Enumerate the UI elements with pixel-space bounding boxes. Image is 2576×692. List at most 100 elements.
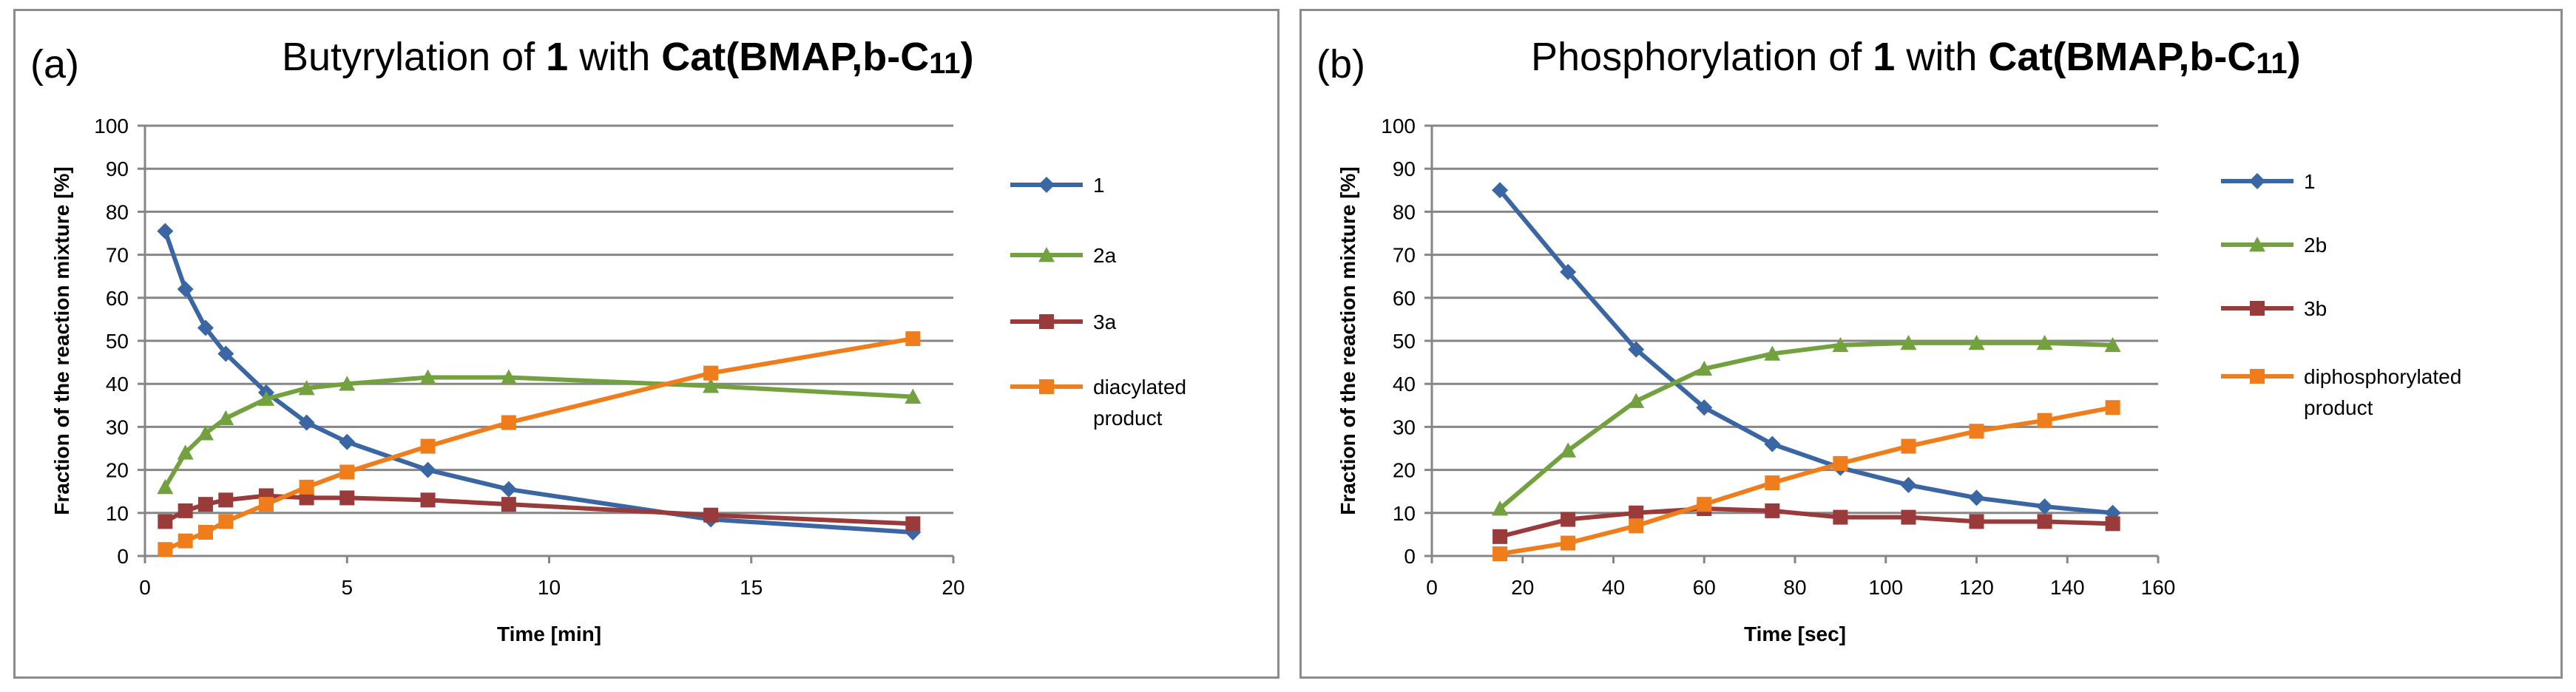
data-point [158, 542, 173, 557]
title-mid: with [1895, 35, 1988, 79]
x-tick-label: 60 [1693, 576, 1716, 599]
legend-entry: 2b [2221, 234, 2327, 257]
legend-label: product [1093, 407, 1163, 430]
y-axis-label: Fraction of the reaction mixture [%] [1336, 166, 1359, 515]
data-point [1764, 345, 1781, 361]
data-point [1969, 514, 1984, 529]
title-suffix: ) [961, 35, 974, 79]
x-tick-label: 160 [2141, 576, 2176, 599]
data-point [218, 492, 234, 508]
legend-marker [2250, 301, 2265, 316]
data-point [1833, 509, 1848, 525]
y-tick-label: 30 [1393, 415, 1416, 438]
y-tick-label: 0 [117, 545, 129, 568]
x-tick-label: 140 [2050, 576, 2085, 599]
data-point [1561, 512, 1576, 527]
x-tick-label: 20 [942, 576, 964, 599]
data-point [1900, 334, 1917, 350]
y-tick-label: 50 [1393, 330, 1416, 353]
y-tick-label: 50 [106, 330, 129, 353]
legend-entry: 1 [1010, 174, 1105, 197]
data-point [905, 516, 921, 532]
data-point [1900, 476, 1917, 493]
y-tick-label: 100 [94, 115, 129, 138]
panel-tag: (a) [30, 42, 79, 86]
data-point [420, 438, 436, 454]
legend-label: diphosphorylated [2304, 365, 2461, 388]
data-point [177, 444, 194, 460]
data-point [339, 490, 355, 506]
data-point [197, 524, 213, 540]
x-tick-label: 20 [1511, 576, 1534, 599]
legend-label: 3b [2304, 297, 2327, 320]
data-point [177, 281, 194, 298]
data-point [157, 223, 174, 240]
legend-marker [2249, 237, 2265, 252]
x-tick-label: 120 [1959, 576, 1994, 599]
y-tick-label: 70 [106, 244, 129, 267]
title-mid: with [568, 35, 661, 79]
y-tick-label: 70 [1393, 244, 1416, 267]
title-subscript: 11 [929, 47, 960, 80]
data-point [2036, 498, 2053, 515]
y-axis-label: Fraction of the reaction mixture [%] [50, 166, 73, 515]
legend-marker [2250, 369, 2265, 384]
title-compound: 1 [546, 35, 568, 79]
y-tick-label: 40 [106, 373, 129, 396]
title-prefix: Butyrylation of [282, 35, 546, 79]
data-point [1696, 399, 1713, 416]
data-point [178, 503, 193, 518]
series-1 [1492, 334, 2121, 516]
data-point [501, 415, 516, 430]
y-tick-label: 20 [106, 459, 129, 482]
data-point [1968, 489, 1985, 506]
data-point [2104, 336, 2121, 353]
chart-title: Butyrylation of 1 with Cat(BMAP,b-C11) [282, 35, 974, 80]
chart-panel-a: (a) Butyrylation of 1 with Cat(BMAP,b-C11… [13, 9, 1279, 679]
data-point [2105, 400, 2120, 415]
legend-marker [1038, 247, 1055, 262]
x-tick-label: 0 [1426, 576, 1438, 599]
data-point [217, 410, 234, 426]
data-point [298, 380, 315, 396]
chart-b-svg: (b) Phosphorylation of 1 with Cat(BMAP,b-… [1316, 35, 2461, 645]
data-point [1832, 336, 1849, 353]
data-point [197, 319, 214, 336]
data-point [703, 365, 719, 381]
data-point [157, 478, 174, 495]
x-tick-label: 10 [538, 576, 561, 599]
data-point [1560, 442, 1577, 458]
legend-label: 2a [1093, 244, 1117, 267]
legend-label: 1 [1093, 174, 1105, 197]
data-point [1901, 438, 1916, 454]
data-point [1492, 182, 1509, 199]
series-2 [158, 488, 921, 532]
data-point [1697, 497, 1712, 512]
legend-entry: 1 [2221, 170, 2316, 193]
x-tick-label: 40 [1602, 576, 1625, 599]
series-line [1498, 189, 2113, 515]
data-point [1833, 455, 1848, 471]
data-point [1765, 475, 1780, 491]
data-point [2105, 516, 2120, 532]
data-point [2037, 413, 2052, 428]
y-tick-label: 30 [106, 415, 129, 438]
legend-label: 3a [1093, 311, 1117, 333]
data-point [158, 514, 173, 529]
legend-label: product [2304, 396, 2373, 419]
y-tick-label: 90 [1393, 157, 1416, 180]
x-tick-label: 80 [1783, 576, 1806, 599]
x-axis-label: Time [min] [497, 623, 601, 645]
data-point [339, 376, 356, 391]
legend-entry: 3a [1010, 311, 1117, 333]
y-tick-label: 60 [106, 287, 129, 310]
series-3 [1492, 400, 2120, 562]
chart-panel-b: (b) Phosphorylation of 1 with Cat(BMAP,b-… [1299, 9, 2563, 679]
legend-entry: 3b [2221, 297, 2327, 320]
y-tick-label: 20 [1393, 459, 1416, 482]
legend-entry: diphosphorylated product [2221, 365, 2461, 419]
y-tick-label: 90 [106, 157, 129, 180]
series-3 [158, 331, 921, 557]
legend-marker [1038, 177, 1055, 193]
data-point [1628, 393, 1645, 408]
